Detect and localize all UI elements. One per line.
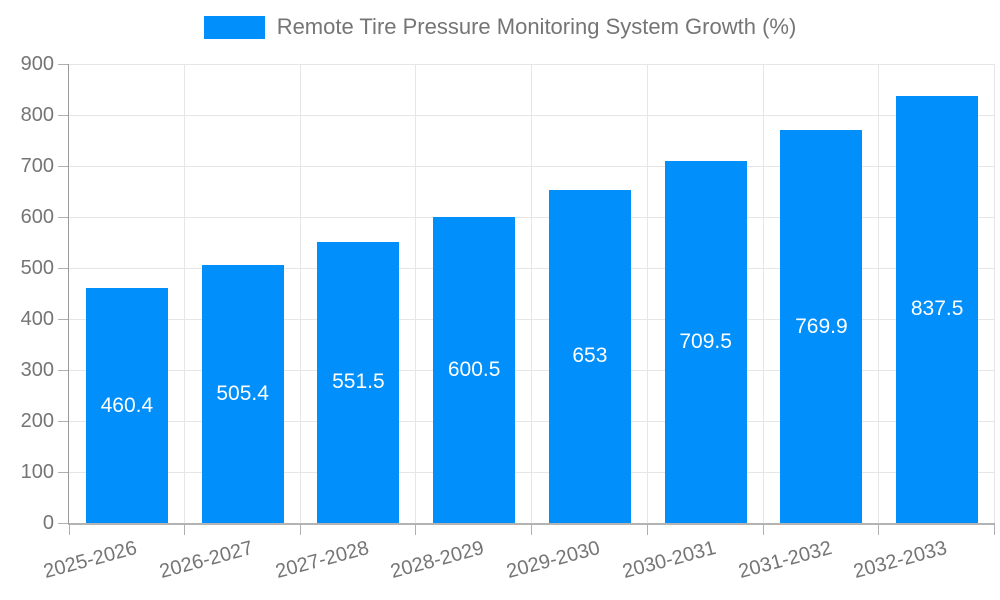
x-tick <box>415 525 417 535</box>
bar-value-label: 653 <box>572 344 608 368</box>
gridline-h <box>69 370 995 371</box>
x-axis-label: 2030-2031 <box>620 537 719 584</box>
bar-value-label: 505.4 <box>216 382 269 406</box>
y-tick <box>58 420 68 422</box>
legend[interactable]: Remote Tire Pressure Monitoring System G… <box>0 14 1000 40</box>
bar-value-label: 837.5 <box>910 297 964 321</box>
y-axis-label: 500 <box>20 257 54 279</box>
legend-swatch <box>203 15 265 39</box>
bar-value-label: 709.5 <box>679 330 732 354</box>
gridline-v <box>183 64 185 523</box>
bar-value-label: 551.5 <box>332 370 385 394</box>
x-tick <box>878 525 880 535</box>
x-tick <box>531 525 532 535</box>
x-tick <box>299 525 301 535</box>
gridline-h <box>69 64 995 65</box>
y-tick <box>58 63 68 65</box>
bar-value-label: 600.5 <box>447 357 501 381</box>
gridline-h <box>69 421 995 422</box>
x-tick <box>69 525 70 535</box>
gridline-h <box>69 166 995 167</box>
y-tick <box>58 471 68 473</box>
y-axis-label: 600 <box>20 206 54 228</box>
bar[interactable]: 769.9 <box>780 130 863 523</box>
bar[interactable]: 551.5 <box>317 241 400 523</box>
y-tick <box>58 318 68 320</box>
x-axis-label: 2029-2030 <box>504 537 603 584</box>
bar-value-label: 460.4 <box>100 393 154 417</box>
y-axis-label: 800 <box>20 104 54 126</box>
gridline-h <box>69 319 995 320</box>
gridline-v <box>878 64 880 523</box>
bar[interactable]: 505.4 <box>201 265 284 523</box>
y-tick <box>58 165 68 167</box>
gridline-v <box>531 64 532 523</box>
y-tick <box>58 369 68 371</box>
x-axis-label: 2032-2033 <box>851 537 950 584</box>
gridline-h <box>69 268 995 269</box>
x-tick <box>994 525 995 535</box>
bar[interactable]: 837.5 <box>896 95 979 523</box>
legend-label: Remote Tire Pressure Monitoring System G… <box>276 14 797 39</box>
bar[interactable]: 653 <box>548 189 631 523</box>
gridline-h <box>69 115 995 116</box>
y-tick <box>58 522 68 524</box>
gridline-v <box>994 64 995 523</box>
y-tick <box>58 267 68 269</box>
bar-value-label: 769.9 <box>795 314 848 338</box>
x-axis-label: 2027-2028 <box>272 537 372 584</box>
bar[interactable]: 709.5 <box>664 161 747 523</box>
bar[interactable]: 600.5 <box>433 216 516 523</box>
x-tick <box>646 525 648 535</box>
gridline-v <box>415 64 417 523</box>
y-axis: 0 100 200 300 400 500 600 700 800 900 <box>0 53 54 534</box>
y-axis-label: 100 <box>20 461 54 483</box>
x-axis-label: 2025-2026 <box>41 537 140 584</box>
y-tick <box>58 114 68 116</box>
gridline-v <box>762 64 764 523</box>
y-tick <box>58 216 68 218</box>
gridline-v <box>299 64 301 523</box>
y-axis-label: 200 <box>20 410 54 432</box>
x-tick <box>183 525 185 535</box>
x-axis-label: 2031-2032 <box>735 537 835 584</box>
y-axis-label: 400 <box>20 308 54 330</box>
gridline-h <box>69 217 995 218</box>
x-axis: 2025-2026 2026-2027 2027-2028 2028-2029 2029… <box>41 525 994 595</box>
plot-area: 460.4 505.4 551.5 600.5 653 709.5 769.9 837.5 <box>58 63 995 535</box>
bar[interactable]: 460.4 <box>85 288 168 523</box>
gridline-h <box>69 472 995 473</box>
y-axis-label: 0 <box>42 512 54 534</box>
x-tick <box>762 525 764 535</box>
x-axis-label: 2026-2027 <box>157 537 256 584</box>
gridline-v <box>646 64 648 523</box>
x-axis-label: 2028-2029 <box>388 537 487 584</box>
y-axis-label: 700 <box>20 155 54 177</box>
y-axis-label: 300 <box>20 359 54 381</box>
y-axis-label: 900 <box>20 53 54 75</box>
